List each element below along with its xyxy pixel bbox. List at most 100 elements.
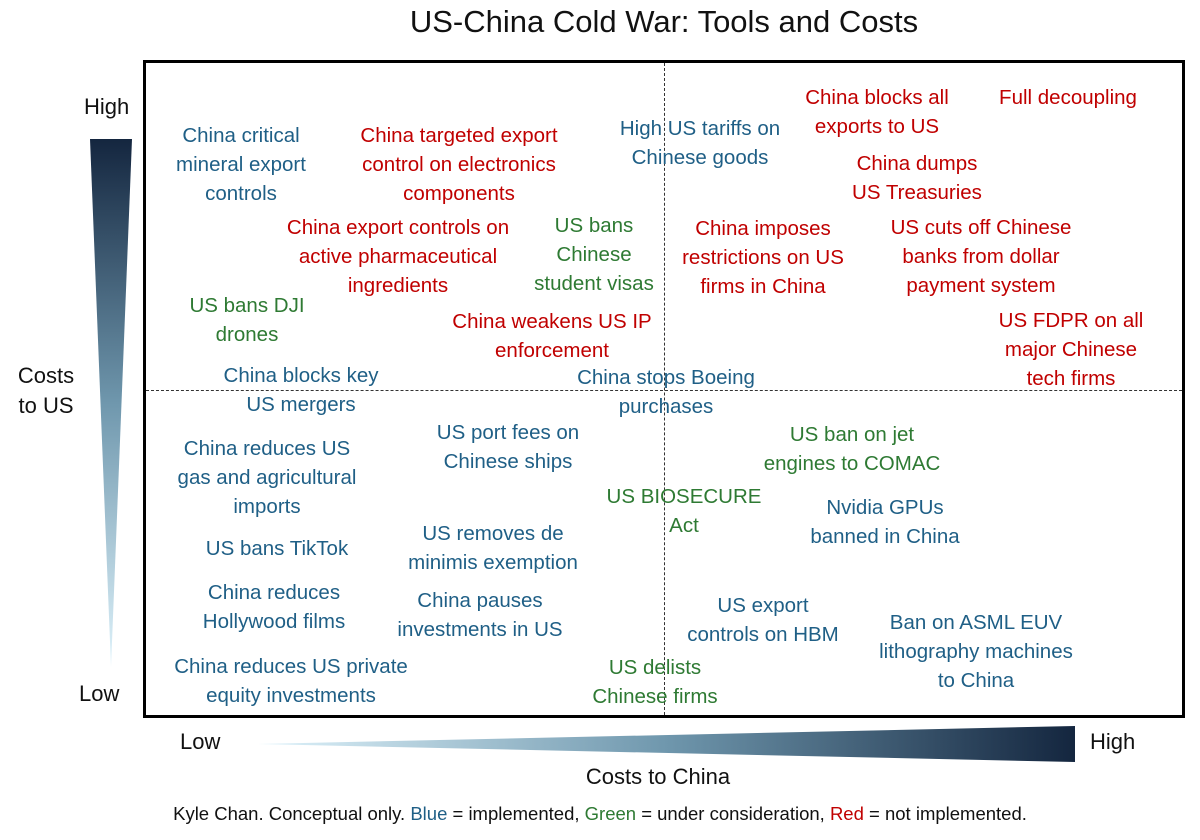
chart-title: US-China Cold War: Tools and Costs — [409, 4, 919, 39]
policy-label: China imposes restrictions on US firms in … — [682, 214, 844, 301]
policy-label-line: lithography machines — [879, 640, 1073, 663]
policy-label-line: enforcement — [495, 339, 609, 362]
policy-label: Ban on ASML EUV lithography machines to Ch… — [879, 608, 1073, 695]
footer-legend: Kyle Chan. Conceptual only. Blue = imple… — [0, 803, 1200, 825]
x-axis-title: Costs to China — [585, 764, 731, 789]
policy-label: US cuts off Chinese banks from dollar paym… — [891, 213, 1072, 300]
policy-label-line: equity investments — [206, 684, 376, 707]
policy-label: US bans DJI drones — [189, 291, 304, 349]
policy-label-line: US bans TikTok — [205, 537, 349, 560]
legend-green-desc: = under consideration, — [636, 803, 830, 824]
policy-label-line: China reduces US private — [174, 655, 408, 678]
policy-label: US delists Chinese firms — [592, 653, 717, 711]
policy-label-line: control on electronics — [362, 153, 556, 176]
x-axis-high-label: High — [1090, 729, 1136, 754]
policy-label-line: drones — [215, 323, 279, 346]
policy-label-line: US cuts off Chinese — [890, 216, 1072, 239]
policy-label: US ban on jet engines to COMAC — [764, 420, 941, 478]
policy-label-line: Full decoupling — [999, 86, 1137, 109]
policy-label: China export controls on active pharmaceu… — [287, 213, 509, 300]
policy-label: China targeted export control on electron… — [360, 121, 557, 208]
legend-red: Red — [829, 803, 864, 824]
policy-label-line: firms in China — [700, 275, 826, 298]
policy-label: China pauses investments in US — [397, 586, 562, 644]
horizontal-divider — [146, 390, 1182, 391]
policy-label: US FDPR on all major Chinese tech firms — [999, 306, 1144, 393]
policy-label-line: payment system — [906, 274, 1056, 297]
y-axis-high-label: High — [84, 94, 130, 119]
policy-label-line: Hollywood films — [202, 610, 346, 633]
policy-label-line: Chinese ships — [443, 450, 573, 473]
policy-label-line: active pharmaceutical — [298, 245, 498, 268]
footer-credit: Kyle Chan. Conceptual only. — [173, 803, 411, 824]
y-axis-title-line: to US — [18, 393, 74, 418]
policy-label-line: banks from dollar — [902, 245, 1060, 268]
legend-blue-desc: = implemented, — [447, 803, 585, 824]
policy-label: China reduces Hollywood films — [203, 578, 345, 636]
policy-label-line: Chinese — [556, 243, 632, 266]
policy-label-line: minimis exemption — [408, 551, 578, 574]
policy-label-line: controls — [205, 182, 277, 205]
policy-label-line: banned in China — [810, 525, 960, 548]
legend-red-desc: = not implemented. — [863, 803, 1027, 824]
policy-label: China blocks key US mergers — [224, 361, 379, 419]
policy-label-line: Chinese goods — [631, 146, 769, 169]
y-axis-title-line: Costs — [17, 363, 75, 388]
policy-label-line: engines to COMAC — [763, 452, 941, 475]
policy-label: China reduces US private equity investmen… — [174, 652, 408, 710]
policy-label-line: US removes de — [422, 522, 564, 545]
policy-label-line: investments in US — [397, 618, 563, 641]
policy-label: High US tariffs on Chinese goods — [620, 114, 780, 172]
policy-label: China critical mineral export controls — [176, 121, 306, 208]
policy-label-line: purchases — [618, 395, 714, 418]
vertical-divider — [664, 63, 665, 715]
policy-label-line: China stops Boeing — [577, 366, 755, 389]
policy-label: China dumps US Treasuries — [852, 149, 982, 207]
policy-label: China reduces US gas and agricultural impo… — [178, 434, 357, 521]
policy-label-line: US FDPR on all — [998, 309, 1144, 332]
policy-label-line: China dumps — [856, 152, 978, 175]
policy-label-line: US mergers — [246, 393, 356, 416]
policy-label-line: China weakens US IP — [452, 310, 652, 333]
policy-label-line: US bans DJI — [189, 294, 305, 317]
policy-label-line: restrictions on US — [682, 246, 844, 269]
policy-label-line: China pauses — [417, 589, 543, 612]
policy-label-line: exports to US — [814, 115, 940, 138]
policy-label: US export controls on HBM — [687, 591, 839, 649]
policy-label-line: High US tariffs on — [619, 117, 781, 140]
policy-label: China stops Boeing purchases — [577, 363, 755, 421]
policy-label-line: Chinese firms — [592, 685, 718, 708]
policy-label-line: Act — [669, 514, 699, 537]
policy-label-line: US BIOSECURE — [606, 485, 762, 508]
policy-label-line: US bans — [554, 214, 634, 237]
policy-label-line: China blocks key — [223, 364, 379, 387]
policy-label-line: ingredients — [347, 274, 449, 297]
policy-label-line: China targeted export — [360, 124, 558, 147]
legend-blue: Blue — [410, 803, 448, 824]
policy-label-line: US port fees on — [436, 421, 580, 444]
policy-label-line: China export controls on — [286, 216, 510, 239]
policy-label-line: mineral export — [176, 153, 306, 176]
policy-label: China weakens US IP enforcement — [452, 307, 651, 365]
policy-label: US bans Chinese student visas — [534, 211, 654, 298]
legend-green: Green — [584, 803, 637, 824]
policy-label-line: imports — [233, 495, 301, 518]
policy-label-line: student visas — [534, 272, 654, 295]
policy-label-line: US Treasuries — [852, 181, 982, 204]
policy-label: US removes de minimis exemption — [408, 519, 578, 577]
x-axis-low-label: Low — [180, 729, 221, 754]
policy-label-line: US export — [717, 594, 809, 617]
policy-label-line: Ban on ASML EUV — [889, 611, 1063, 634]
policy-label-line: Nvidia GPUs — [826, 496, 944, 519]
policy-label-line: tech firms — [1026, 367, 1116, 390]
policy-label: US bans TikTok — [206, 534, 348, 563]
policy-label-line: China imposes — [695, 217, 831, 240]
policy-label-line: US delists — [608, 656, 702, 679]
policy-label-line: controls on HBM — [687, 623, 839, 646]
y-axis-low-label: Low — [79, 681, 120, 706]
policy-label-line: China reduces US — [183, 437, 351, 460]
policy-label-line: China reduces — [207, 581, 341, 604]
x-axis-gradient-wedge — [258, 726, 1075, 762]
policy-label: Full decoupling — [999, 83, 1137, 112]
quadrant-frame — [143, 60, 1185, 718]
